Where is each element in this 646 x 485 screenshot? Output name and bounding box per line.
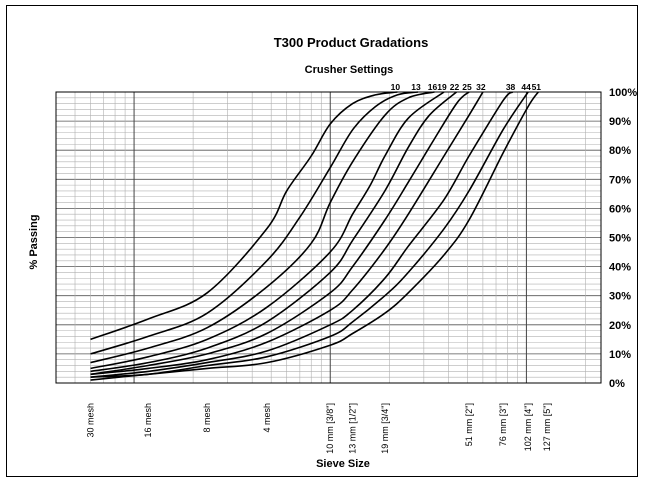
y-tick-label: 70% (609, 174, 631, 186)
x-tick-label: 13 mm [1/2"] (348, 403, 358, 454)
y-tick-label: 30% (609, 291, 631, 303)
x-axis-title: Sieve Size (316, 458, 370, 470)
series-line-44 (90, 91, 529, 378)
series-label-22: 22 (450, 82, 460, 92)
chart-title: T300 Product Gradations (274, 35, 429, 50)
series-line-13 (90, 91, 419, 355)
series-line-10 (90, 91, 398, 341)
y-axis-ticks: 0% 10% 20% 30% 40% 50% 60% 70% 80% 90% 100% (609, 87, 637, 390)
x-axis-ticks: 30 mesh 16 mesh 8 mesh 4 mesh 10 mm [3/8"] 13… (86, 403, 552, 454)
series-label-10: 10 (391, 82, 401, 92)
series-line-32 (90, 91, 484, 376)
y-axis-title: % Passing (28, 214, 40, 269)
series-label-32: 32 (476, 82, 486, 92)
x-tick-label: 4 mesh (262, 403, 272, 433)
series-label-16: 16 (428, 82, 438, 92)
x-tick-label: 30 mesh (86, 403, 96, 438)
series-labels: 10 13 16 19 22 25 32 38 44 51 (391, 82, 542, 92)
series-line-38 (90, 91, 514, 378)
series-label-51: 51 (532, 82, 542, 92)
y-tick-label: 80% (609, 145, 631, 157)
series-label-38: 38 (506, 82, 516, 92)
y-tick-label: 60% (609, 203, 631, 215)
x-tick-label: 102 mm [4"] (523, 403, 533, 451)
y-tick-label: 0% (609, 378, 625, 390)
series-label-19: 19 (437, 82, 447, 92)
y-tick-label: 20% (609, 320, 631, 332)
y-tick-label: 10% (609, 349, 631, 361)
x-tick-label: 10 mm [3/8"] (325, 403, 335, 454)
x-tick-label: 76 mm [3"] (498, 403, 508, 446)
gradation-chart: T300 Product Gradations Crusher Settings… (28, 35, 637, 470)
series-line-16 (90, 91, 435, 364)
series-label-13: 13 (411, 82, 421, 92)
y-tick-label: 40% (609, 262, 631, 274)
series-label-44: 44 (521, 82, 531, 92)
y-tick-label: 90% (609, 116, 631, 128)
y-tick-label: 50% (609, 233, 631, 245)
series-line-25 (90, 91, 470, 376)
y-tick-label: 100% (609, 87, 637, 99)
x-tick-label: 19 mm [3/4"] (380, 403, 390, 454)
series-line-51 (90, 91, 539, 381)
chart-subtitle: Crusher Settings (305, 64, 394, 76)
series-line-19 (90, 91, 445, 370)
plot-area-border (55, 91, 602, 384)
x-tick-label: 127 mm [5"] (542, 403, 552, 451)
x-tick-label: 51 mm [2"] (464, 403, 474, 446)
series-line-22 (90, 91, 458, 373)
x-tick-label: 8 mesh (202, 403, 212, 433)
x-tick-label: 16 mesh (143, 403, 153, 438)
series-label-25: 25 (462, 82, 472, 92)
series-group (90, 91, 539, 381)
chart-frame: T300 Product Gradations Crusher Settings… (6, 5, 638, 477)
